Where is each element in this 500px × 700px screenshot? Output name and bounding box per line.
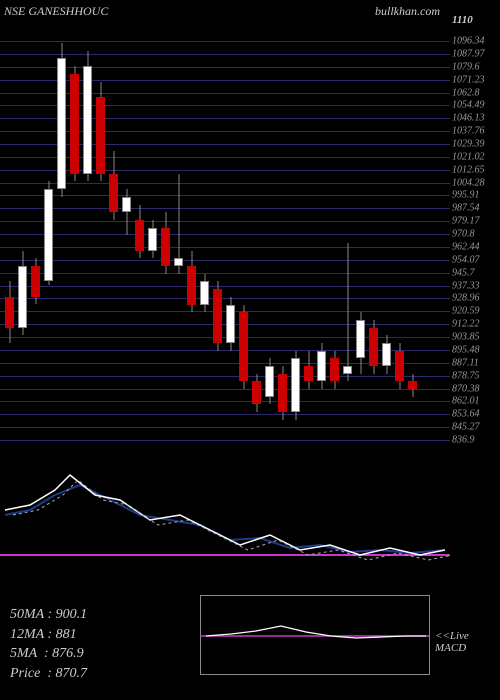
source-label: bullkhan.com: [375, 4, 440, 19]
candle: [265, 20, 274, 440]
candle: [135, 20, 144, 440]
candle: [356, 20, 365, 440]
candle: [200, 20, 209, 440]
ma12-row: 12MA : 881: [10, 625, 87, 645]
live-macd-label: <<Live MACD: [435, 630, 469, 654]
price-label: 836.9: [452, 435, 475, 446]
candle: [122, 20, 131, 440]
price-label: 1012.65: [452, 164, 485, 175]
price-label: 920.59: [452, 306, 480, 317]
ma5-row: 5MA : 876.9: [10, 644, 87, 664]
candle: [252, 20, 261, 440]
candle: [148, 20, 157, 440]
price-label: 1071.23: [452, 74, 485, 85]
price-row: Price : 870.7: [10, 664, 87, 684]
price-label: 912.22: [452, 319, 480, 330]
candle: [44, 20, 53, 440]
candle: [18, 20, 27, 440]
price-label: 845.27: [452, 422, 480, 433]
inset-box: [200, 595, 430, 675]
price-label: 979.17: [452, 216, 480, 227]
price-label: 1062.8: [452, 87, 480, 98]
price-label: 903.85: [452, 332, 480, 343]
price-label: 928.96: [452, 293, 480, 304]
candle: [239, 20, 248, 440]
price-label: 870.38: [452, 383, 480, 394]
price-label: 1096.34: [452, 36, 485, 47]
price-label: 970.8: [452, 229, 475, 240]
price-label: 1046.13: [452, 113, 485, 124]
candle: [57, 20, 66, 440]
price-label: 878.75: [452, 370, 480, 381]
price-label: 1004.28: [452, 177, 485, 188]
price-label: 954.07: [452, 254, 480, 265]
price-label: 1037.76: [452, 126, 485, 137]
price-label: 945.7: [452, 267, 475, 278]
candle: [187, 20, 196, 440]
candle: [70, 20, 79, 440]
macd-panel: [0, 460, 500, 600]
candle: [382, 20, 391, 440]
price-label: 895.48: [452, 344, 480, 355]
ma-info: 50MA : 900.1 12MA : 881 5MA : 876.9 Pric…: [10, 605, 87, 683]
candle: [96, 20, 105, 440]
candle: [5, 20, 14, 440]
candle: [174, 20, 183, 440]
price-label: 853.64: [452, 409, 480, 420]
candle: [83, 20, 92, 440]
price-label: 937.33: [452, 280, 480, 291]
candle: [31, 20, 40, 440]
candle: [278, 20, 287, 440]
price-label: 1021.02: [452, 151, 485, 162]
candle: [226, 20, 235, 440]
price-label: 995.91: [452, 190, 480, 201]
price-label: 987.54: [452, 203, 480, 214]
price-label: 1087.97: [452, 48, 485, 59]
price-label: 887.11: [452, 357, 479, 368]
price-label: 962.44: [452, 241, 480, 252]
candle: [343, 20, 352, 440]
symbol-label: NSE GANESHHOUC: [4, 4, 108, 19]
candle: [291, 20, 300, 440]
price-label: 862.01: [452, 396, 480, 407]
price-chart: 1110 1096.341087.971079.61071.231062.810…: [0, 20, 450, 440]
candle: [213, 20, 222, 440]
ma50-row: 50MA : 900.1: [10, 605, 87, 625]
price-label: 1054.49: [452, 100, 485, 111]
candle: [395, 20, 404, 440]
candle: [369, 20, 378, 440]
candle: [317, 20, 326, 440]
candle: [161, 20, 170, 440]
candle: [330, 20, 339, 440]
top-price-label: 1110: [452, 14, 473, 26]
candle: [408, 20, 417, 440]
price-label: 1079.6: [452, 61, 480, 72]
candle: [304, 20, 313, 440]
candle: [109, 20, 118, 440]
price-label: 1029.39: [452, 138, 485, 149]
gridline: [0, 440, 450, 441]
chart-container: NSE GANESHHOUC bullkhan.com 1110 1096.34…: [0, 0, 500, 700]
